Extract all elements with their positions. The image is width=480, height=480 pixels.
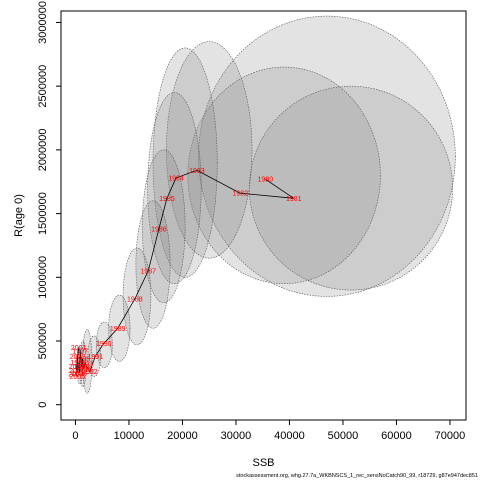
year-label-1998: 1998 [71, 370, 87, 377]
year-label-1994: 1994 [76, 367, 92, 374]
year-label-1996: 1996 [74, 364, 90, 371]
y-axis: 0 500000 1000000 1500000 2000000 2500000 30000… [37, 1, 61, 408]
uncertainty-ellipses [76, 15, 456, 394]
x-axis-title: SSB [252, 457, 274, 469]
year-label-2001: 2001 [71, 345, 87, 352]
y-tick-label: 2000000 [37, 128, 49, 171]
year-label-2003: 2003 [69, 364, 85, 371]
y-tick-label: 3000000 [37, 1, 49, 44]
year-label-2002: 2002 [70, 354, 86, 361]
trajectory-line [75, 169, 294, 377]
year-label-1984: 1984 [168, 175, 184, 182]
x-tick-label: 50000 [328, 430, 359, 442]
year-label-2000: 2000 [69, 368, 85, 375]
ellipse-1987 [135, 200, 171, 329]
year-label-1983: 1983 [189, 168, 205, 175]
x-tick-label: 40000 [274, 430, 305, 442]
ellipse-1984 [152, 47, 218, 278]
year-label-1986: 1986 [151, 226, 167, 233]
year-label-1999: 1999 [70, 360, 86, 367]
year-label-2005: 2005 [70, 374, 86, 381]
y-tick-label: 1000000 [37, 256, 49, 299]
year-label-1995: 1995 [75, 356, 91, 363]
ellipse-1980 [198, 15, 456, 297]
year-label-1997: 1997 [72, 349, 88, 356]
x-tick-label: 30000 [221, 430, 252, 442]
x-tick-label: 20000 [167, 430, 198, 442]
x-tick-label: 70000 [435, 430, 466, 442]
year-label-2004: 2004 [68, 372, 84, 379]
source-caption: stockassessment.org, whg.27.7a_WKBNSCS_1… [236, 473, 478, 479]
x-axis: 0 10000 20000 30000 40000 50000 60000 70000 [72, 419, 466, 442]
year-label-1980: 1980 [258, 177, 274, 184]
trajectory-path [75, 169, 294, 377]
y-axis-title: R(age 0) [13, 194, 25, 237]
ellipse-1991 [87, 335, 101, 377]
year-label-1982: 1982 [232, 191, 248, 198]
year-label-1981: 1981 [286, 196, 302, 203]
ellipse-1982 [187, 66, 381, 284]
ellipse-1983 [166, 41, 253, 259]
year-labels: 1980 1981 1982 1983 1984 1985 1986 1987 1988 1989… [68, 168, 301, 381]
year-label-1992: 1992 [82, 369, 98, 376]
year-label-1988: 1988 [127, 296, 143, 303]
year-label-1987: 1987 [140, 268, 156, 275]
year-label-1993: 1993 [77, 361, 93, 368]
y-tick-label: 0 [37, 402, 49, 408]
year-label-1991: 1991 [87, 354, 103, 361]
year-label-1985: 1985 [159, 196, 175, 203]
ellipse-1989 [108, 294, 131, 362]
ellipse-1985 [147, 92, 202, 284]
year-label-1990: 1990 [96, 341, 112, 348]
y-tick-label: 500000 [37, 323, 49, 360]
y-tick-label: 2500000 [37, 65, 49, 108]
x-tick-label: 0 [72, 430, 78, 442]
ellipse-1986 [142, 149, 186, 304]
y-tick-label: 1500000 [37, 192, 49, 235]
x-tick-label: 10000 [114, 430, 145, 442]
year-label-1989: 1989 [110, 326, 126, 333]
x-tick-label: 60000 [381, 430, 412, 442]
